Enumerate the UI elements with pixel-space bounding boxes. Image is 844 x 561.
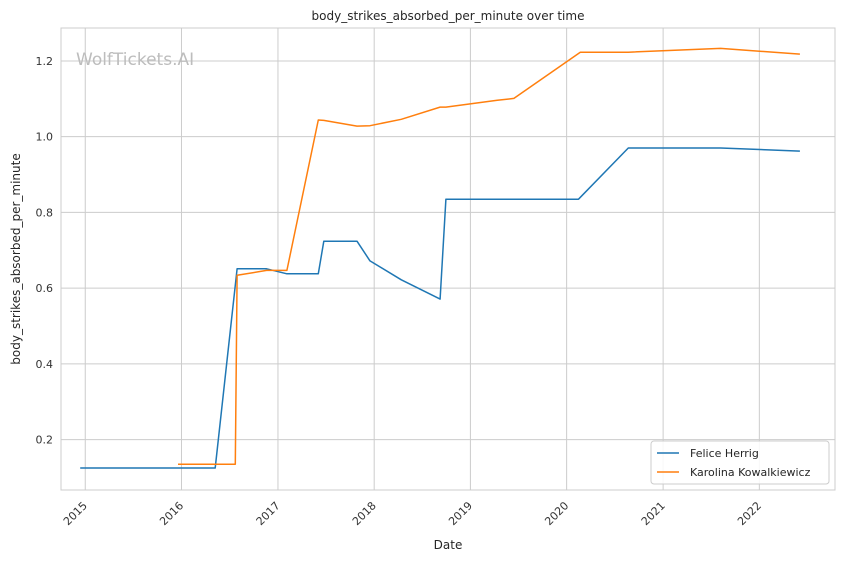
y-tick-label: 0.2 [36, 434, 54, 447]
legend-label-0: Felice Herrig [690, 447, 759, 460]
series-line-1 [178, 47, 800, 465]
chart-title: body_strikes_absorbed_per_minute over ti… [312, 9, 585, 23]
legend: Felice Herrig Karolina Kowalkiewicz [650, 440, 830, 485]
y-tick-label: 1.0 [36, 131, 54, 144]
y-axis-label: body_strikes_absorbed_per_minute [9, 153, 23, 364]
y-tick-label: 0.6 [36, 282, 54, 295]
y-tick-label: 0.4 [36, 358, 54, 371]
y-tick-labels: 0.2 0.4 0.6 0.8 1.0 1.2 [36, 55, 54, 447]
grid-layer [61, 28, 835, 490]
series-layer [80, 47, 800, 469]
x-axis-label: Date [434, 538, 463, 552]
legend-label-1: Karolina Kowalkiewicz [690, 466, 811, 479]
series-line-0 [80, 147, 800, 469]
watermark: WolfTickets.AI [76, 50, 194, 70]
y-tick-label: 0.8 [36, 206, 54, 219]
y-tick-label: 1.2 [36, 55, 54, 68]
plot-frame [60, 27, 836, 491]
legend-box [650, 440, 830, 485]
